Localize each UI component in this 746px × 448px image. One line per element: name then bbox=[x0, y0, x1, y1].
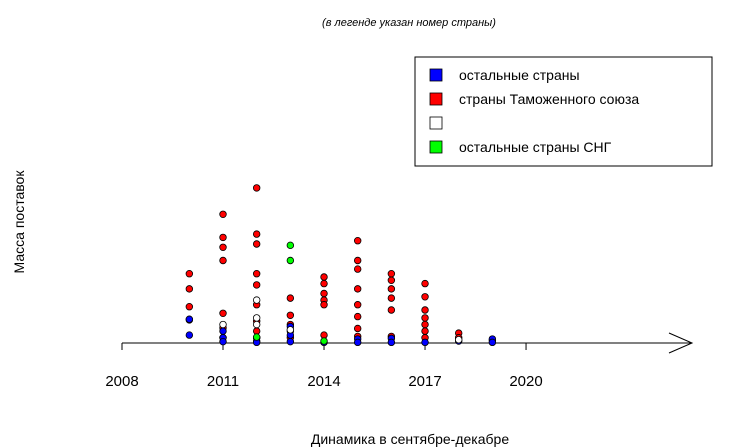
data-point bbox=[252, 314, 261, 322]
x-tick-label: 2014 bbox=[307, 373, 340, 390]
data-point bbox=[286, 326, 295, 334]
data-point bbox=[353, 338, 362, 347]
data-point bbox=[252, 333, 261, 341]
data-points bbox=[185, 184, 497, 347]
data-point bbox=[286, 294, 295, 302]
x-tick-label: 2020 bbox=[509, 373, 542, 390]
x-axis-arrow bbox=[668, 332, 694, 354]
data-point bbox=[421, 293, 429, 301]
data-point bbox=[185, 285, 194, 293]
y-axis-label: Масса поставок bbox=[11, 170, 27, 274]
data-point bbox=[320, 273, 328, 281]
data-point bbox=[286, 311, 295, 319]
data-point bbox=[421, 338, 429, 347]
x-tick-label: 2011 bbox=[207, 373, 239, 390]
data-point bbox=[387, 285, 396, 293]
data-point bbox=[252, 230, 261, 238]
legend-swatch-other-countries bbox=[429, 68, 443, 82]
data-point bbox=[421, 327, 429, 335]
legend-swatch-cis bbox=[429, 140, 443, 154]
data-point bbox=[286, 241, 295, 250]
legend-label-other-countries: остальные страны bbox=[459, 67, 580, 83]
legend-label-cis: остальные страны СНГ bbox=[459, 139, 612, 155]
data-point bbox=[353, 236, 362, 245]
data-point bbox=[219, 320, 227, 329]
data-point bbox=[387, 270, 396, 278]
data-point bbox=[421, 306, 429, 314]
data-point bbox=[185, 303, 194, 311]
data-point bbox=[455, 336, 463, 344]
data-point bbox=[185, 331, 194, 339]
data-point bbox=[353, 285, 362, 293]
data-point bbox=[219, 337, 227, 346]
x-tick-label: 2008 bbox=[105, 373, 138, 390]
data-point bbox=[387, 276, 396, 284]
data-point bbox=[219, 309, 227, 317]
data-point bbox=[252, 240, 261, 248]
data-point bbox=[387, 294, 396, 302]
chart-subtitle: (в легенде указан номер страны) bbox=[322, 17, 496, 29]
x-axis-label: Динамика в сентябре-декабре bbox=[311, 431, 509, 447]
data-point bbox=[219, 210, 227, 218]
legend-box bbox=[414, 56, 713, 167]
data-point bbox=[353, 265, 362, 273]
data-point bbox=[286, 256, 295, 265]
data-point bbox=[353, 301, 362, 309]
data-point bbox=[185, 270, 194, 278]
data-point bbox=[185, 315, 194, 323]
legend-swatch-customs-union bbox=[429, 92, 443, 106]
data-point bbox=[286, 337, 295, 346]
data-point bbox=[421, 279, 429, 288]
data-point bbox=[252, 281, 261, 289]
data-point bbox=[353, 256, 362, 265]
x-tick-label: 2017 bbox=[408, 373, 441, 390]
legend-label-customs-union: страны Таможенного союза bbox=[459, 91, 639, 107]
data-point bbox=[387, 338, 396, 347]
data-point bbox=[252, 320, 261, 329]
data-point bbox=[320, 289, 328, 298]
data-point bbox=[320, 337, 328, 345]
data-point bbox=[252, 296, 261, 304]
legend-swatch-empty bbox=[429, 116, 443, 130]
data-point bbox=[320, 279, 328, 288]
data-point bbox=[353, 324, 362, 333]
data-point bbox=[219, 256, 227, 265]
data-point bbox=[219, 327, 227, 335]
data-point bbox=[488, 338, 497, 347]
data-point bbox=[252, 270, 261, 278]
x-axis: 2008 2011 2014 2017 2020 bbox=[105, 332, 694, 390]
data-point bbox=[421, 320, 429, 329]
data-point bbox=[353, 312, 362, 321]
data-point bbox=[421, 314, 429, 322]
data-point bbox=[219, 233, 227, 242]
data-point bbox=[320, 301, 328, 309]
data-point bbox=[252, 184, 261, 192]
data-point bbox=[387, 306, 396, 314]
legend: остальные страны страны Таможенного союз… bbox=[414, 56, 713, 167]
data-point bbox=[219, 243, 227, 251]
